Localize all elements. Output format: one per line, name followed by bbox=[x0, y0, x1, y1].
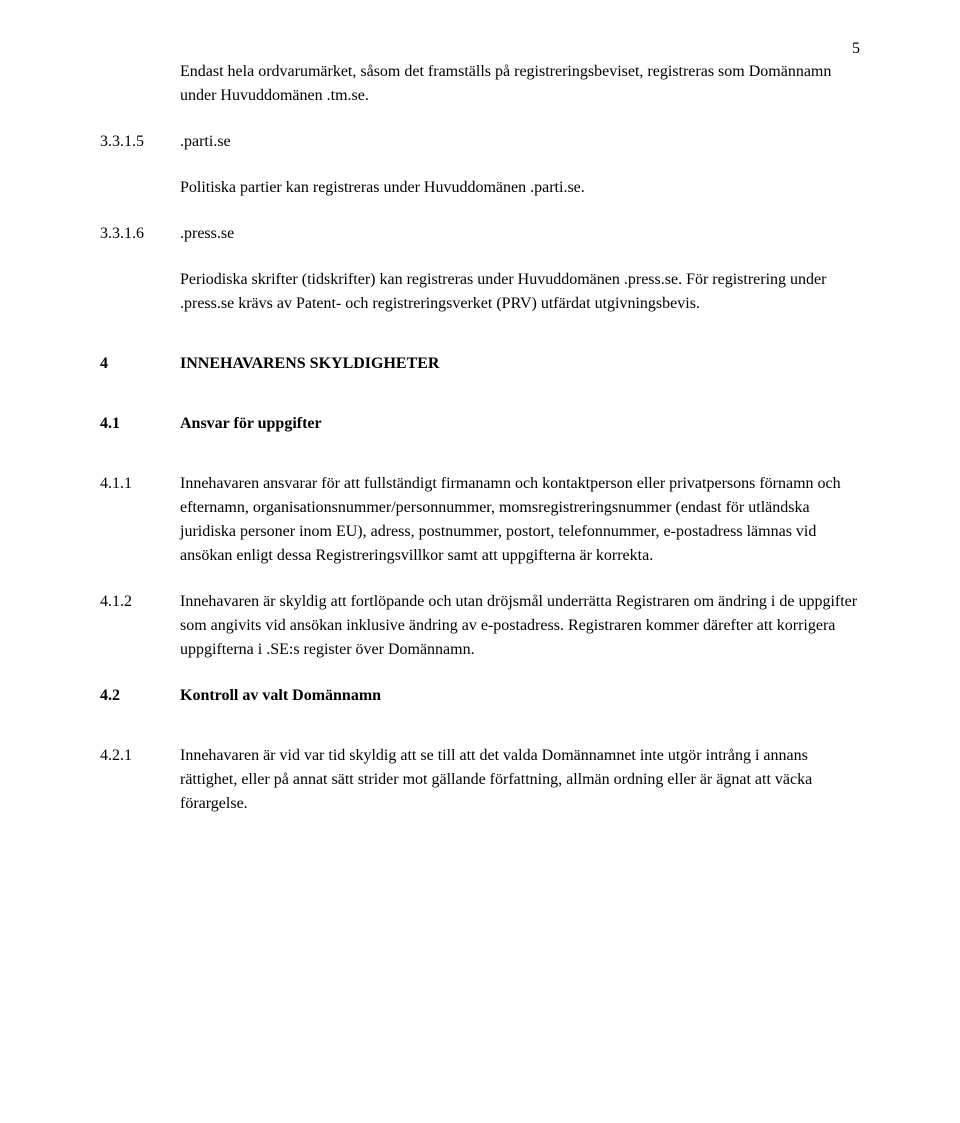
section-number: 4 bbox=[100, 352, 180, 376]
section-title: Kontroll av valt Domännamn bbox=[180, 684, 860, 708]
section-label: .press.se bbox=[180, 222, 860, 246]
section-number: 4.1 bbox=[100, 412, 180, 436]
section-title: INNEHAVARENS SKYLDIGHETER bbox=[180, 352, 860, 376]
section-4-header: 4 INNEHAVARENS SKYLDIGHETER bbox=[100, 352, 860, 376]
section-number: 4.2 bbox=[100, 684, 180, 708]
intro-paragraph: Endast hela ordvarumärket, såsom det fra… bbox=[180, 60, 860, 108]
section-412: 4.1.2 Innehavaren är skyldig att fortlöp… bbox=[100, 590, 860, 662]
section-number: 3.3.1.6 bbox=[100, 222, 180, 246]
section-number: 3.3.1.5 bbox=[100, 130, 180, 154]
section-body: Innehavaren är skyldig att fortlöpande o… bbox=[180, 590, 860, 662]
section-body: Innehavaren är vid var tid skyldig att s… bbox=[180, 744, 860, 816]
section-number: 4.1.2 bbox=[100, 590, 180, 614]
page-number: 5 bbox=[852, 40, 860, 58]
section-3315-header: 3.3.1.5 .parti.se bbox=[100, 130, 860, 154]
section-number: 4.2.1 bbox=[100, 744, 180, 768]
section-3315-body: Politiska partier kan registreras under … bbox=[180, 176, 860, 200]
section-3316-body: Periodiska skrifter (tidskrifter) kan re… bbox=[180, 268, 860, 316]
section-body: Innehavaren ansvarar för att fullständig… bbox=[180, 472, 860, 568]
section-number: 4.1.1 bbox=[100, 472, 180, 496]
section-label: .parti.se bbox=[180, 130, 860, 154]
section-title: Ansvar för uppgifter bbox=[180, 412, 860, 436]
document-page: 5 Endast hela ordvarumärket, såsom det f… bbox=[0, 0, 960, 1123]
section-41-header: 4.1 Ansvar för uppgifter bbox=[100, 412, 860, 436]
section-42-header: 4.2 Kontroll av valt Domännamn bbox=[100, 684, 860, 708]
section-3316-header: 3.3.1.6 .press.se bbox=[100, 222, 860, 246]
section-411: 4.1.1 Innehavaren ansvarar för att fulls… bbox=[100, 472, 860, 568]
section-421: 4.2.1 Innehavaren är vid var tid skyldig… bbox=[100, 744, 860, 816]
